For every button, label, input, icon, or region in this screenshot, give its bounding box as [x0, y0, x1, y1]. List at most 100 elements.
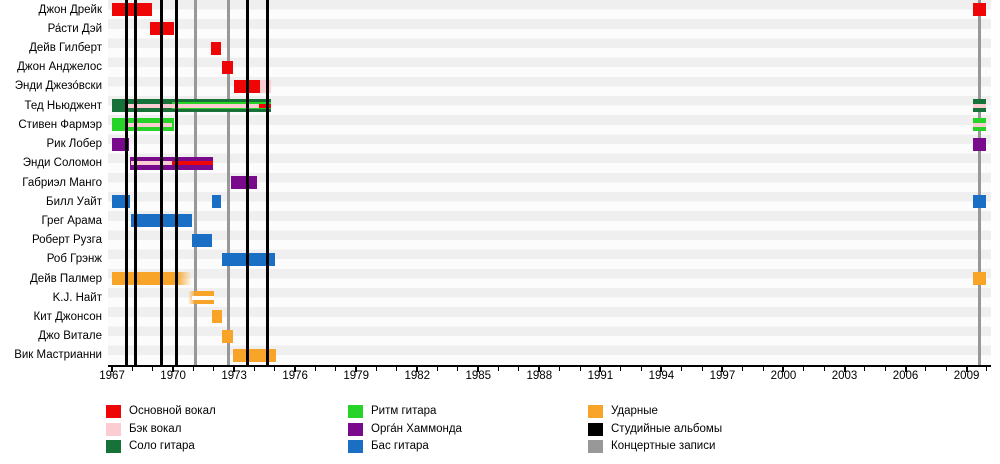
bar-lead-vocals	[972, 3, 986, 17]
bar-backing-vocals	[972, 103, 986, 108]
axis-year-label: 1988	[526, 370, 553, 382]
member-label: Энди Соломон	[22, 157, 102, 170]
axis-year-label: 1994	[648, 370, 675, 382]
member-label: K.J. Найт	[52, 291, 102, 304]
legend-item-organ: Орга́н Хаммонда	[348, 422, 578, 437]
legend-label-bass: Бас гитара	[371, 440, 429, 452]
bar-white-stripe	[192, 295, 214, 300]
axis-year-label: 2000	[770, 370, 797, 382]
axis-tick-minor	[131, 367, 133, 371]
axis-tick-minor	[213, 367, 215, 371]
studio-album-line	[246, 0, 250, 365]
legend-item-bass: Бас гитара	[348, 440, 578, 454]
legend-item-lead-guitar: Соло гитара	[106, 440, 336, 454]
studio-album-line	[266, 0, 270, 365]
bar-organ	[972, 137, 986, 151]
axis-tick-minor	[335, 367, 337, 371]
member-label: Роберт Рузга	[31, 234, 102, 247]
axis-tick-minor	[376, 367, 378, 371]
axis-tick-major	[355, 367, 358, 372]
axis-tick-minor	[742, 367, 744, 371]
legend-swatch-drums	[588, 405, 603, 418]
bar-lead-vocals	[210, 41, 221, 55]
axis-tick-minor	[620, 367, 622, 371]
bar-drums	[233, 348, 276, 362]
axis-year-label: 1985	[465, 370, 492, 382]
member-label: Стивен Фармэр	[18, 118, 102, 131]
bar-organ	[231, 176, 257, 189]
member-label: Грег Арама	[41, 214, 102, 227]
member-label: Джо Витале	[38, 330, 102, 343]
legend-swatch-rhythm-guitar	[348, 405, 363, 418]
bar-drums	[972, 272, 986, 286]
axis-tick-minor	[437, 367, 439, 371]
axis-tick-minor	[559, 367, 561, 371]
studio-album-line	[175, 0, 179, 365]
legend-swatch-studio-albums	[588, 422, 603, 436]
live-album-line	[193, 0, 197, 365]
member-label: Энди Джезо́вски	[14, 80, 102, 93]
member-label: Кит Джонсон	[33, 310, 102, 323]
legend-label-rhythm-guitar: Ритм гитара	[371, 405, 437, 417]
axis-year-label: 2003	[831, 370, 858, 382]
member-label: Рик Лобер	[46, 138, 102, 151]
axis-tick-major	[660, 367, 663, 372]
legend-swatch-lead-guitar	[106, 440, 121, 453]
member-label: Дейв Гилберт	[29, 42, 102, 55]
legend-item-live-albums: Концертные записи	[588, 440, 818, 454]
member-label: Джон Дрейк	[38, 3, 102, 16]
studio-album-line	[160, 0, 164, 365]
axis-year-label: 1982	[404, 370, 431, 382]
bar-drums	[211, 310, 222, 324]
axis-tick-major	[172, 367, 175, 372]
bar-lead-vocals	[221, 60, 234, 74]
bar-drums	[112, 272, 193, 286]
axis-tick-minor	[803, 367, 805, 371]
axis-tick-major	[477, 367, 480, 372]
bar-bass	[211, 195, 221, 209]
member-label: Габриэл Манго	[22, 176, 102, 189]
axis-year-label: 1976	[282, 370, 308, 382]
bar-lead-vocals	[258, 103, 271, 108]
member-label: Дейв Палмер	[30, 272, 102, 285]
bar-lead-vocals	[172, 161, 213, 166]
axis-tick-minor	[762, 367, 764, 371]
axis-tick-minor	[457, 367, 459, 371]
member-label: Ра́сти Дэй	[47, 22, 102, 35]
axis-tick-minor	[986, 367, 988, 371]
axis-tick-minor	[681, 367, 683, 371]
legend-item-lead-vocals: Основной вокал	[106, 405, 336, 419]
axis-year-label: 2006	[892, 370, 919, 382]
plot-area: Джон Дрейк Ра́сти Дэй Дейв Гилберт Джон Анд…	[14, 0, 991, 382]
axis-year-label: 1967	[99, 370, 125, 382]
live-album-line	[977, 0, 981, 365]
legend-label-backing-vocals: Бэк вокал	[129, 422, 182, 435]
axis-tick-minor	[192, 367, 194, 371]
legend-label-studio-albums: Студийные альбомы	[611, 422, 723, 435]
axis-tick-minor	[701, 367, 703, 371]
axis-tick-minor	[864, 367, 866, 371]
axis-tick-minor	[253, 367, 255, 371]
axis-tick-major	[416, 367, 419, 372]
axis-year-label: 2009	[953, 370, 980, 382]
axis-tick-major	[294, 367, 297, 372]
bar-backing-vocals	[131, 161, 173, 166]
legend-swatch-organ	[348, 422, 363, 436]
axis-tick-minor	[315, 367, 317, 371]
axis-tick-minor	[152, 367, 154, 371]
legend: Основной вокал Бэк вокал Соло гитара Ритм г…	[0, 404, 1000, 464]
x-axis-line	[108, 365, 991, 367]
live-album-line	[226, 0, 230, 365]
axis-year-label: 1979	[343, 370, 369, 382]
member-label: Джон Анджелос	[17, 61, 102, 74]
axis-tick-major	[843, 367, 846, 372]
axis-tick-major	[782, 367, 785, 372]
axis-tick-major	[721, 367, 724, 372]
axis-year-label: 1970	[160, 370, 186, 382]
axis-tick-major	[965, 367, 968, 372]
axis-year-label: 1973	[221, 370, 247, 382]
legend-swatch-lead-vocals	[106, 405, 121, 418]
bar-lead-vocals	[112, 3, 152, 17]
legend-label-lead-vocals: Основной вокал	[129, 405, 216, 417]
legend-label-organ: Орга́н Хаммонда	[371, 422, 462, 435]
